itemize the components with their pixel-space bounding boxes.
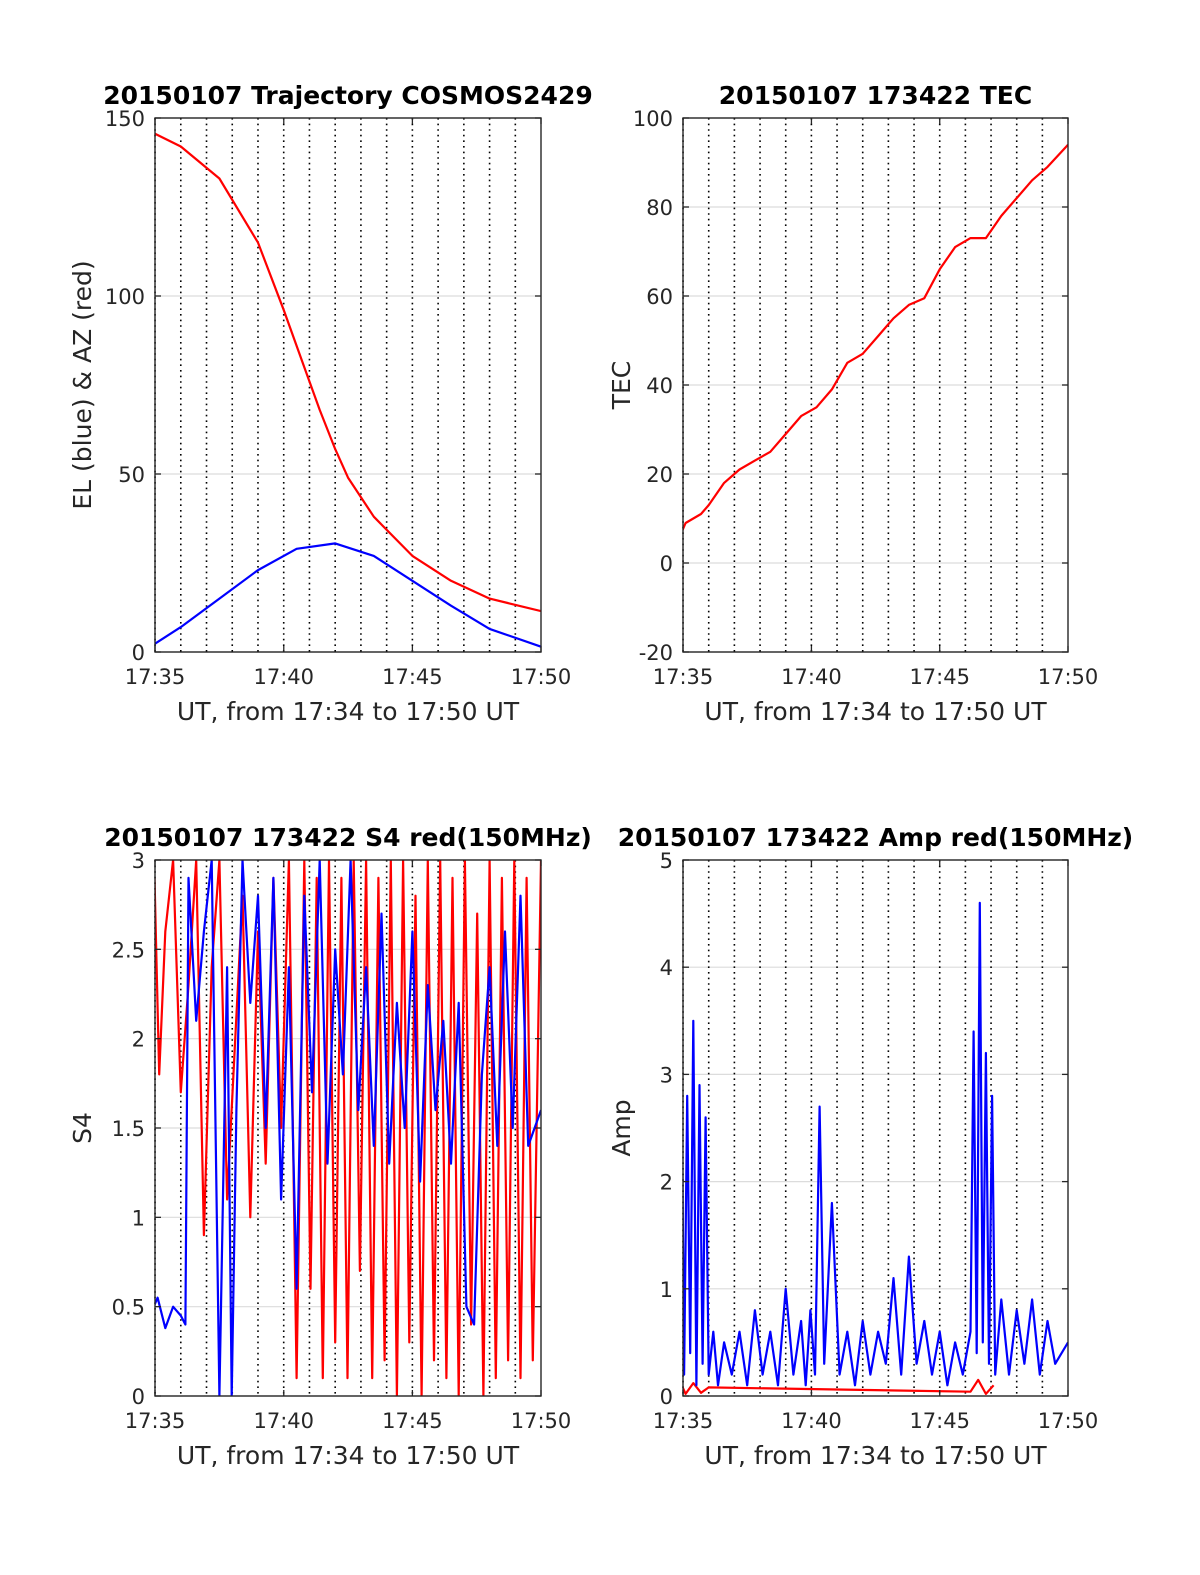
y-tick-label: 40 bbox=[646, 374, 673, 398]
x-tick-label: 17:45 bbox=[382, 665, 443, 689]
y-tick-label: 20 bbox=[646, 463, 673, 487]
series-line-red bbox=[683, 143, 1068, 532]
x-axis-label: UT, from 17:34 to 17:50 UT bbox=[177, 1441, 520, 1470]
series-line-red bbox=[155, 132, 541, 613]
x-tick-label: 17:35 bbox=[125, 1409, 186, 1433]
x-tick-label: 17:45 bbox=[382, 1409, 443, 1433]
x-tick-label: 17:50 bbox=[511, 665, 572, 689]
y-tick-label: 3 bbox=[660, 1063, 673, 1087]
x-tick-label: 17:50 bbox=[1038, 1409, 1099, 1433]
y-tick-label: 80 bbox=[646, 196, 673, 220]
chart-title: 20150107 Trajectory COSMOS2429 bbox=[103, 81, 593, 110]
y-tick-label: 0 bbox=[132, 1385, 145, 1409]
chart-amp: 0 1 2 3 4 5 17:35 17:40 17:45 17:50 20150107 17342… bbox=[607, 823, 1133, 1470]
chart-trajectory: 0 50 100 150 17:35 17:40 17:45 17:50 20150107 Tr… bbox=[68, 81, 593, 726]
x-tick-label: 17:40 bbox=[254, 1409, 315, 1433]
y-tick-label: 0 bbox=[660, 1385, 673, 1409]
y-tick-label: 2 bbox=[132, 1028, 145, 1052]
x-tick-label: 17:40 bbox=[781, 1409, 842, 1433]
series-line-blue bbox=[683, 901, 1068, 1387]
y-tick-label: 0 bbox=[132, 641, 145, 665]
plot-frame bbox=[154, 117, 542, 653]
series-line-blue bbox=[155, 542, 541, 648]
y-axis-label: S4 bbox=[68, 1112, 97, 1144]
y-axis-label: TEC bbox=[607, 361, 636, 411]
y-axis-label: Amp bbox=[607, 1099, 636, 1156]
y-tick-label: 150 bbox=[105, 107, 145, 131]
y-tick-label: 3 bbox=[132, 849, 145, 873]
y-tick-label: 2 bbox=[660, 1171, 673, 1195]
x-tick-label: 17:50 bbox=[511, 1409, 572, 1433]
series-group bbox=[683, 901, 1068, 1396]
x-tick-label: 17:35 bbox=[653, 1409, 714, 1433]
y-tick-label: 1 bbox=[132, 1206, 145, 1230]
x-tick-label: 17:50 bbox=[1038, 665, 1099, 689]
x-tick-label: 17:35 bbox=[653, 665, 714, 689]
chart-s4: 0 0.5 1 1.5 2 2.5 3 17:35 17:40 17:45 17:50 2015010… bbox=[68, 823, 592, 1470]
series-line-red bbox=[683, 1378, 995, 1396]
y-tick-label: 100 bbox=[105, 285, 145, 309]
y-tick-label: 100 bbox=[633, 107, 673, 131]
x-tick-label: 17:45 bbox=[909, 1409, 970, 1433]
y-tick-label: 50 bbox=[118, 463, 145, 487]
x-axis-label: UT, from 17:34 to 17:50 UT bbox=[704, 1441, 1047, 1470]
series-group bbox=[155, 132, 541, 648]
x-tick-label: 17:40 bbox=[781, 665, 842, 689]
x-tick-label: 17:40 bbox=[254, 665, 315, 689]
chart-title: 20150107 173422 S4 red(150MHz) bbox=[104, 823, 592, 852]
series-group bbox=[155, 860, 541, 1396]
y-tick-label: 60 bbox=[646, 285, 673, 309]
y-tick-label: 1 bbox=[660, 1278, 673, 1302]
chart-title: 20150107 173422 TEC bbox=[719, 81, 1032, 110]
y-tick-label: -20 bbox=[639, 641, 673, 665]
plot-frame bbox=[682, 859, 1069, 1397]
y-tick-label: 4 bbox=[660, 956, 673, 980]
y-tick-label: 0.5 bbox=[112, 1296, 145, 1320]
series-group bbox=[683, 143, 1068, 532]
chart-title: 20150107 173422 Amp red(150MHz) bbox=[618, 823, 1134, 852]
x-tick-label: 17:45 bbox=[909, 665, 970, 689]
series-line-blue bbox=[155, 860, 541, 1396]
x-axis-label: UT, from 17:34 to 17:50 UT bbox=[177, 697, 520, 726]
y-tick-label: 1.5 bbox=[112, 1117, 145, 1141]
x-tick-label: 17:35 bbox=[125, 665, 186, 689]
y-axis-label: EL (blue) & AZ (red) bbox=[68, 260, 97, 509]
chart-tec: -20 0 20 40 60 80 100 17:35 17:40 17:45 17:50 20150… bbox=[607, 81, 1098, 726]
x-axis-label: UT, from 17:34 to 17:50 UT bbox=[704, 697, 1047, 726]
y-tick-label: 0 bbox=[660, 552, 673, 576]
y-tick-label: 5 bbox=[660, 849, 673, 873]
y-tick-label: 2.5 bbox=[112, 938, 145, 962]
